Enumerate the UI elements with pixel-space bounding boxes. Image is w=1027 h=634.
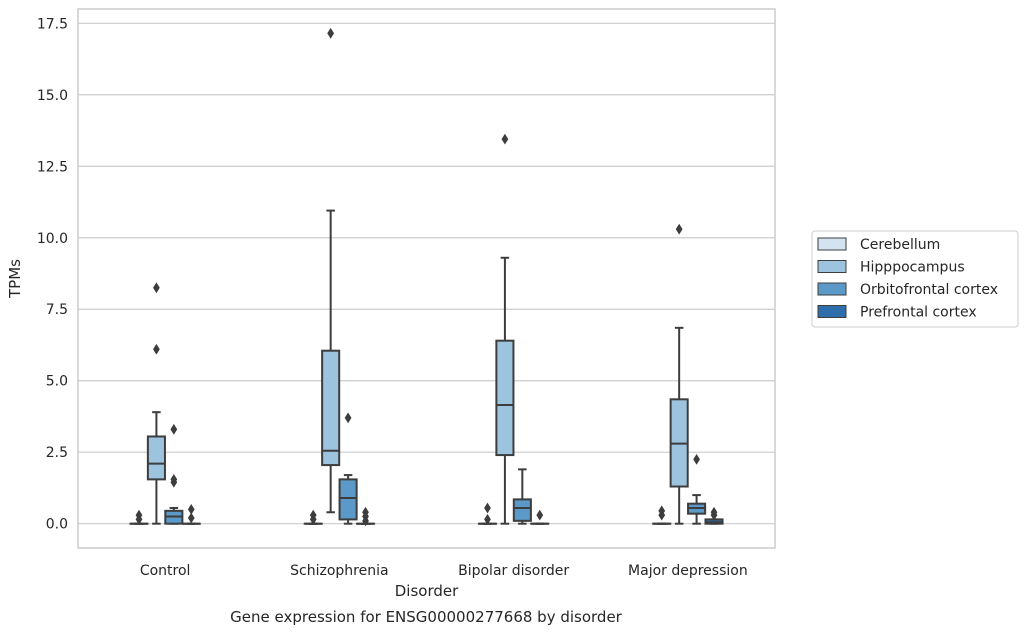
y-tick-label: 7.5 (46, 302, 68, 318)
outlier-point (658, 505, 666, 517)
outlier-point (153, 343, 160, 355)
legend-swatch (817, 237, 847, 251)
outlier-point (536, 509, 544, 521)
plot-frame (77, 8, 776, 549)
x-tick-label: Schizophrenia (290, 563, 388, 579)
outlier-point (501, 133, 509, 145)
legend-swatch (817, 282, 847, 296)
legend-label: Orbitofrontal cortex (860, 282, 998, 298)
outlier-point (135, 509, 143, 521)
legend-label: Cerebellum (860, 237, 940, 253)
box-group (164, 423, 184, 525)
legend: Cerebellum Hipppocampus Orbitofrontal cort… (811, 230, 1019, 328)
x-tick-label: Control (140, 563, 191, 579)
box-groups (129, 27, 724, 527)
outlier-point (170, 423, 178, 435)
box-group (704, 506, 724, 525)
legend-label: Prefrontal cortex (860, 305, 977, 321)
outlier-point (710, 506, 718, 518)
box-group (146, 282, 166, 525)
box-group (338, 412, 358, 525)
x-tick-label: Bipolar disorder (458, 563, 569, 579)
outlier-point (675, 223, 683, 235)
y-tick-label: 10.0 (37, 231, 68, 247)
y-axis-ticks: 0.0 2.5 5.0 7.5 10.0 12.5 15.0 17.5 (37, 16, 68, 532)
box-group (512, 468, 532, 525)
outlier-point (170, 473, 178, 485)
box-group (129, 509, 149, 525)
y-tick-label: 15.0 (37, 88, 68, 104)
grid-lines (78, 22, 775, 525)
outlier-point (484, 502, 491, 514)
y-tick-label: 12.5 (37, 159, 68, 175)
outlier-point (327, 27, 335, 39)
box-group (321, 27, 341, 514)
x-axis-title: Disorder (395, 582, 459, 600)
y-axis-title: TPMs (6, 259, 24, 299)
box-group (669, 223, 689, 525)
outlier-point (153, 282, 160, 294)
outlier-point (309, 509, 317, 521)
x-tick-label: Major depression (628, 563, 748, 579)
outlier-point (187, 512, 195, 524)
box-iqr (495, 339, 515, 457)
box-iqr (146, 435, 166, 481)
box-group (355, 506, 376, 527)
box-iqr (321, 349, 341, 467)
legend-label: Hipppocampus (860, 260, 965, 276)
box-group (477, 502, 498, 525)
box-group (687, 453, 707, 525)
outlier-point (187, 503, 195, 515)
outlier-point (344, 412, 352, 424)
y-tick-label: 2.5 (46, 445, 68, 461)
box-iqr (512, 498, 532, 522)
y-tick-label: 17.5 (37, 16, 68, 32)
box-group (652, 505, 672, 525)
chart-caption: Gene expression for ENSG00000277668 by d… (230, 608, 623, 626)
y-tick-label: 5.0 (46, 374, 68, 390)
x-axis-ticks: Control Schizophrenia Bipolar disorder Majo… (140, 563, 748, 579)
outlier-point (484, 514, 491, 525)
legend-frame (811, 230, 1019, 328)
box-group (495, 133, 515, 525)
legend-swatch (817, 260, 847, 273)
box-group (181, 503, 201, 525)
y-tick-label: 0.0 (46, 517, 68, 533)
outlier-point (693, 453, 700, 465)
legend-swatch (817, 305, 847, 318)
box-group (530, 509, 550, 525)
box-group (303, 509, 323, 525)
box-iqr (338, 478, 358, 521)
outlier-point (362, 506, 369, 518)
